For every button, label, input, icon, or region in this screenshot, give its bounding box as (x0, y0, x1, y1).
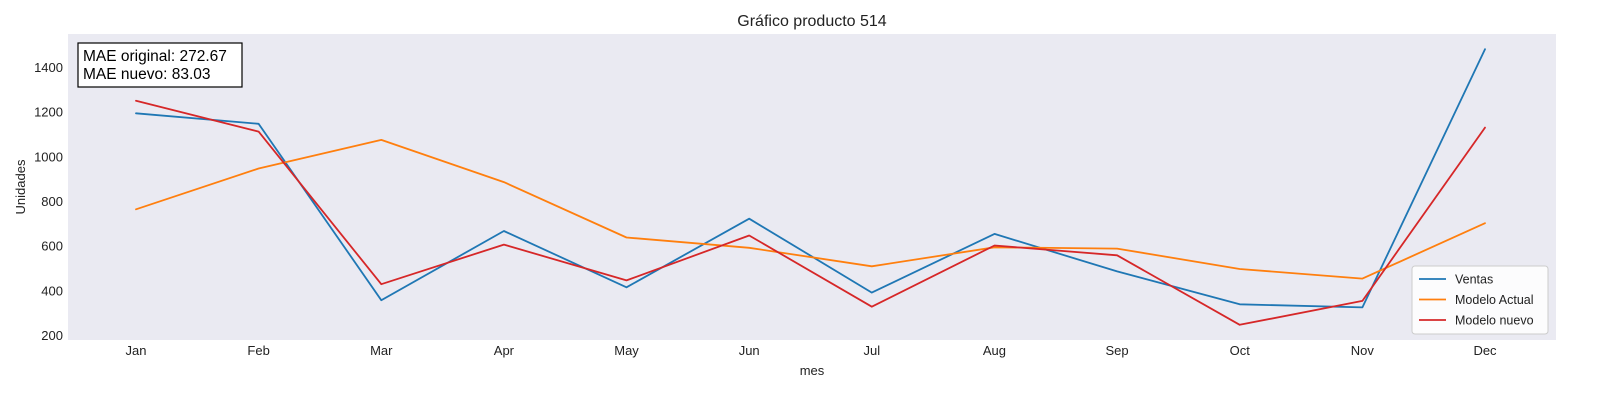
x-tick-label: Aug (983, 343, 1006, 358)
y-tick-label: 800 (41, 194, 63, 209)
series-lines (135, 48, 1486, 326)
x-tick-label: Dec (1473, 343, 1497, 358)
x-tick-label: Sep (1106, 343, 1129, 358)
y-tick-label: 200 (41, 328, 63, 343)
series-line-ventas (135, 48, 1486, 309)
y-tick-label: 1200 (34, 105, 63, 120)
x-tick-label: May (614, 343, 639, 358)
y-tick-label: 1400 (34, 60, 63, 75)
x-tick-label: Mar (370, 343, 393, 358)
x-tick-label: Jul (864, 343, 881, 358)
x-tick-label: Feb (247, 343, 269, 358)
y-axis-title: Unidades (13, 159, 28, 214)
x-tick-label: Nov (1351, 343, 1375, 358)
mae-annotation: MAE original: 272.67 MAE nuevo: 83.03 (77, 42, 243, 88)
series-line-modelo-nuevo (135, 99, 1486, 326)
legend: Ventas Modelo Actual Modelo nuevo (1411, 265, 1549, 335)
legend-label: Modelo nuevo (1455, 314, 1534, 328)
x-tick-label: Oct (1230, 343, 1251, 358)
y-tick-label: 400 (41, 283, 63, 298)
mae-nuevo-label: MAE nuevo: 83.03 (83, 66, 211, 83)
mae-annotation-box (77, 42, 243, 88)
y-tick-label: 1000 (34, 149, 63, 164)
x-tick-label: Jun (739, 343, 760, 358)
x-tick-label: Apr (494, 343, 515, 358)
x-axis: Jan Feb Mar Apr May Jun Jul Aug Sep Oct Nov Dec (126, 343, 1498, 358)
y-axis: 200 400 600 800 1000 1200 1400 (34, 60, 63, 343)
plot-area (68, 34, 1556, 340)
legend-label: Ventas (1455, 273, 1493, 287)
chart-title: Gráfico producto 514 (737, 13, 887, 30)
legend-box (1411, 265, 1549, 335)
x-tick-label: Jan (126, 343, 147, 358)
mae-original-label: MAE original: 272.67 (83, 48, 227, 65)
x-axis-title: mes (800, 363, 825, 378)
y-tick-label: 600 (41, 239, 63, 254)
legend-label: Modelo Actual (1455, 293, 1534, 307)
series-line-modelo-actual (135, 138, 1486, 280)
